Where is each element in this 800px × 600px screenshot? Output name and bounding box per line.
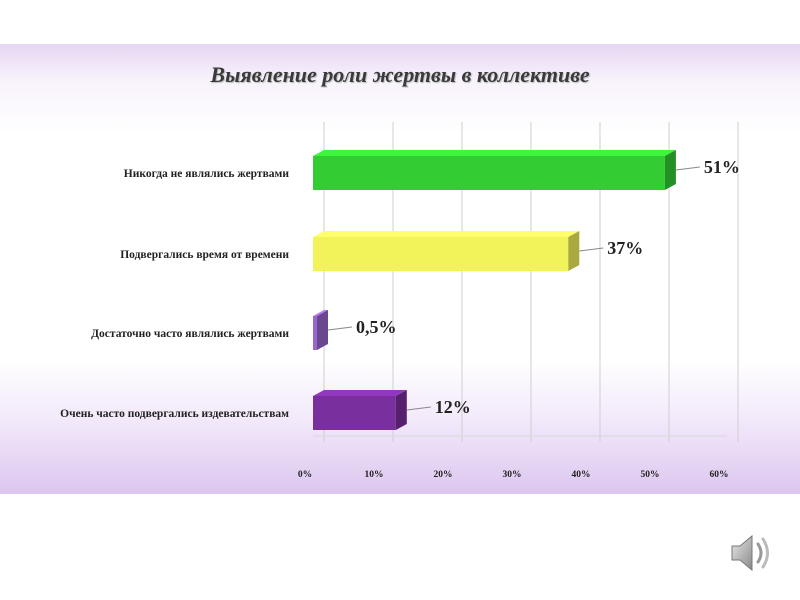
bar-front	[313, 316, 317, 350]
bar-side	[664, 150, 676, 190]
bar-top	[313, 231, 580, 237]
x-tick-label: 40%	[572, 470, 591, 480]
bar	[313, 390, 407, 430]
bar-front	[313, 156, 665, 190]
bar-side	[317, 310, 328, 350]
x-tick-label: 60%	[710, 470, 729, 480]
category-label: Очень часто подвергались издевательствам	[60, 408, 289, 420]
category-label: Подвергались время от времени	[120, 249, 289, 261]
x-tick-label: 50%	[641, 470, 660, 480]
bar-front	[313, 396, 396, 430]
x-tick-label: 0%	[298, 470, 312, 480]
bar-side	[568, 231, 580, 271]
x-tick-label: 30%	[503, 470, 522, 480]
bar	[313, 150, 676, 190]
category-label: Никогда не являлись жертвами	[124, 168, 290, 180]
leader-line	[327, 326, 353, 331]
bar-front	[313, 237, 569, 271]
leader-line	[406, 406, 431, 411]
data-label: 37%	[607, 238, 643, 258]
bar-side	[395, 390, 407, 430]
leader-line	[579, 247, 604, 252]
x-tick-label: 20%	[434, 470, 453, 480]
speaker-icon[interactable]	[728, 530, 778, 576]
bar-top	[313, 390, 407, 396]
bar-top	[313, 150, 676, 156]
data-label: 51%	[704, 157, 740, 177]
data-label: 12%	[435, 397, 471, 417]
bar	[313, 310, 328, 350]
x-tick-label: 10%	[365, 470, 384, 480]
category-label: Достаточно часто являлись жертвами	[91, 328, 289, 340]
chart-title: Выявление роли жертвы в коллективе	[210, 62, 590, 87]
bar-chart: 0% 10% 20% 30% 40% 50% 60% 51% Никогда не являли…	[60, 122, 740, 480]
bar-top	[313, 310, 328, 316]
data-label: 0,5%	[356, 317, 397, 337]
bar	[313, 231, 580, 271]
slide-background: Выявление роли жертвы в коллективе 0% 10%…	[0, 44, 800, 494]
leader-line	[675, 166, 700, 171]
